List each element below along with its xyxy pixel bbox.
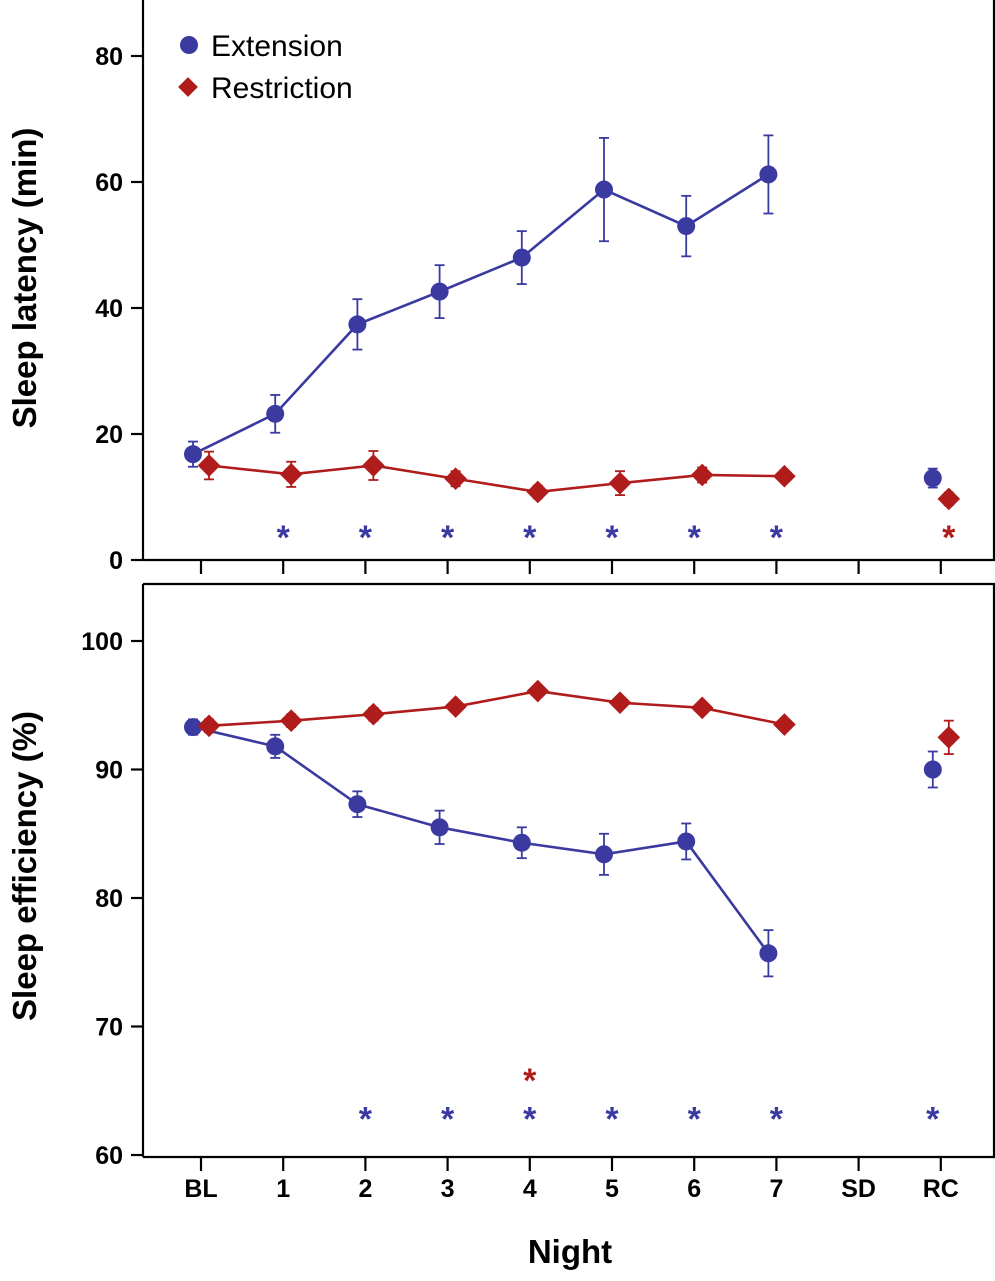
significance-star: * <box>441 519 455 557</box>
data-point <box>608 471 632 495</box>
significance-star: * <box>359 1100 373 1138</box>
sleep-latency-panel: 0 20 40 60 80 Sleep latency (min) * * * * * * * * <box>6 0 995 575</box>
significance-star: * <box>926 1100 940 1138</box>
data-point <box>677 217 696 236</box>
x-tick-label: 6 <box>687 1175 701 1203</box>
y-tick-label: 60 <box>95 169 123 197</box>
y-tick-label: 20 <box>95 421 123 449</box>
significance-star: * <box>359 519 373 557</box>
data-point <box>444 467 467 491</box>
data-point <box>430 818 449 837</box>
x-tick-label: 7 <box>769 1175 783 1203</box>
data-point <box>773 464 796 488</box>
x-tick-label: 2 <box>358 1175 372 1203</box>
data-point <box>348 795 367 814</box>
series-line-restriction <box>208 464 785 494</box>
series-restriction <box>197 679 961 755</box>
y-tick-label: 80 <box>95 43 123 71</box>
x-tick-label: SD <box>841 1175 876 1203</box>
significance-star: * <box>770 1100 784 1138</box>
data-point <box>348 315 367 334</box>
data-point <box>266 404 285 423</box>
y-tick-label: 40 <box>95 295 123 323</box>
significance-star: * <box>441 1100 455 1138</box>
data-point <box>759 165 778 184</box>
significance-star: * <box>942 519 956 557</box>
series-line-extension <box>192 173 770 456</box>
data-point <box>923 760 942 779</box>
y-tick-label: 80 <box>95 885 123 913</box>
significance-star: * <box>605 1100 619 1138</box>
data-point <box>279 463 303 486</box>
data-point <box>677 832 696 851</box>
data-point <box>266 737 285 756</box>
significance-star: * <box>688 519 702 557</box>
data-point <box>512 833 531 852</box>
x-tick-label: 1 <box>276 1175 290 1203</box>
data-point <box>923 469 942 488</box>
x-axis-title: Night <box>528 1233 612 1270</box>
data-point <box>430 282 449 301</box>
data-point <box>937 726 961 749</box>
data-point <box>444 695 467 718</box>
data-point <box>773 713 796 736</box>
y-axis-title: Sleep latency (min) <box>6 128 43 429</box>
significance-star: * <box>523 1100 537 1138</box>
data-point <box>526 679 550 703</box>
data-point <box>184 445 202 464</box>
data-point <box>759 944 778 963</box>
data-point <box>526 480 550 504</box>
y-tick-label: 100 <box>81 628 123 656</box>
series-line-restriction <box>208 689 785 728</box>
x-tick-label: RC <box>923 1175 959 1203</box>
y-tick-label: 90 <box>95 757 123 785</box>
data-point <box>690 696 714 720</box>
significance-star: * <box>770 519 784 557</box>
significance-star: * <box>523 1062 537 1100</box>
legend-label-extension: Extension <box>211 30 343 63</box>
x-tick-label: 5 <box>605 1175 619 1203</box>
significance-star: * <box>688 1100 702 1138</box>
significance-star: * <box>277 519 291 557</box>
sleep-efficiency-panel: 60 70 80 90 100 BL 1 2 3 4 5 6 7 SD RC Sleep efficiency… <box>6 582 995 1203</box>
x-tick-label: BL <box>184 1175 217 1203</box>
y-axis-title: Sleep efficiency (%) <box>6 711 43 1021</box>
data-point <box>184 718 202 737</box>
data-point <box>595 180 613 199</box>
legend: Extension Restriction <box>178 30 353 105</box>
series-extension <box>184 134 942 489</box>
series-line-extension <box>192 725 770 955</box>
data-point <box>595 845 613 864</box>
y-tick-label: 60 <box>95 1142 123 1170</box>
data-point <box>937 487 961 511</box>
data-point <box>690 463 714 487</box>
data-point <box>279 709 303 732</box>
data-point <box>608 691 632 714</box>
data-point <box>362 702 385 726</box>
x-tick-label: 4 <box>523 1175 537 1203</box>
data-point <box>362 454 385 477</box>
circle-marker-icon <box>180 36 198 54</box>
legend-label-restriction: Restriction <box>211 72 353 105</box>
series-restriction <box>197 450 961 511</box>
data-point <box>512 248 531 267</box>
diamond-marker-icon <box>178 77 198 97</box>
x-tick-label: 3 <box>441 1175 455 1203</box>
y-tick-label: 70 <box>95 1014 123 1042</box>
series-extension <box>184 718 942 978</box>
significance-star: * <box>523 519 537 557</box>
y-tick-label: 0 <box>109 547 123 575</box>
significance-star: * <box>605 519 619 557</box>
